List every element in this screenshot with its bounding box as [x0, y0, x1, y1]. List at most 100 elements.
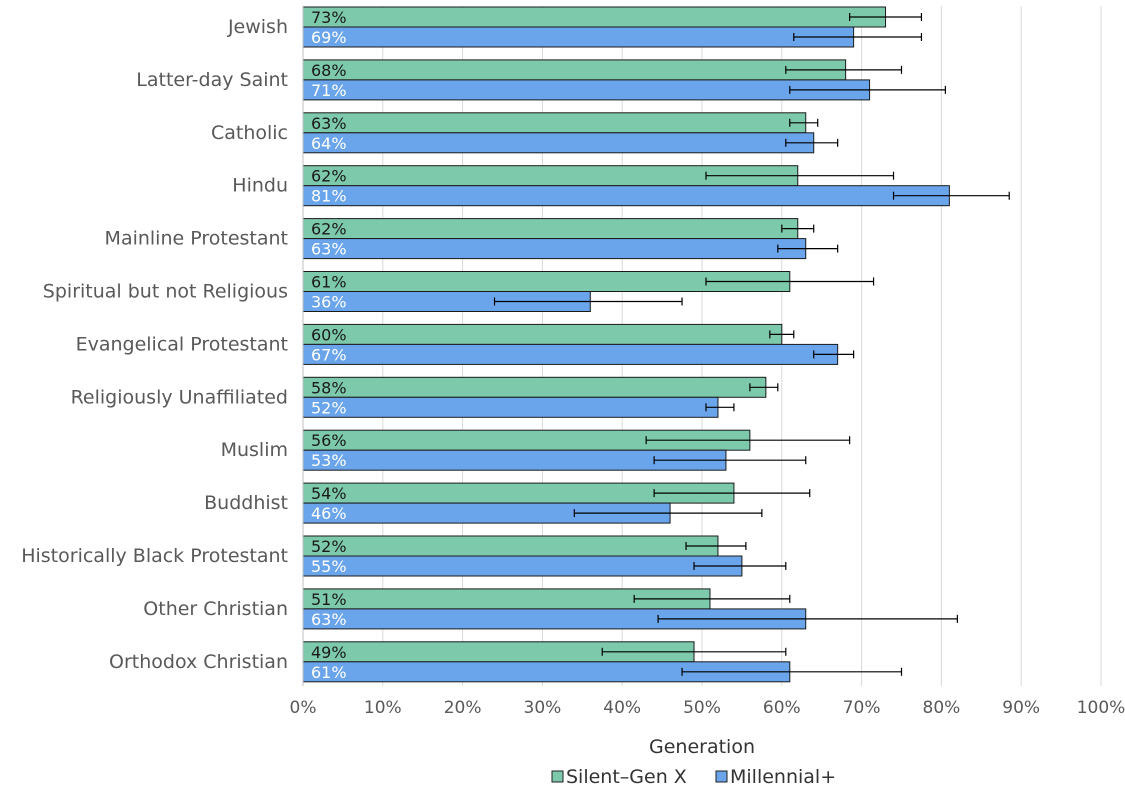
data-label-millennial-evangelical-protestant: 67% [311, 345, 347, 364]
error-bar-silent-gen-x-evangelical-protestant [769, 330, 795, 339]
data-label-millennial-orthodox-christian: 61% [311, 663, 347, 682]
error-bar-millennial-evangelical-protestant [813, 350, 855, 359]
x-tick-label: 60% [763, 698, 801, 718]
legend-title: Generation [649, 736, 755, 758]
error-bar-silent-gen-x-latter-day-saint [785, 65, 903, 74]
x-tick-label: 80% [923, 698, 961, 718]
data-label-millennial-hindu: 81% [311, 187, 347, 206]
data-label-millennial-historically-black-protestant: 55% [311, 557, 347, 576]
x-tick-label: 40% [603, 698, 641, 718]
bar-millennial-historically-black-protestant [302, 555, 743, 577]
data-label-silent-gen-x-buddhist: 54% [311, 484, 347, 503]
bar-silent-gen-x-mainline-protestant [302, 218, 799, 240]
bar-millennial-latter-day-saint [302, 79, 871, 101]
category-label-hindu: Hindu [232, 175, 288, 197]
data-label-millennial-catholic: 64% [311, 134, 347, 153]
data-label-silent-gen-x-jewish: 73% [311, 8, 347, 27]
error-bar-millennial-historically-black-protestant [693, 562, 787, 570]
error-bar-millennial-buddhist [573, 509, 763, 518]
data-label-millennial-religiously-unaffiliated: 52% [311, 398, 347, 417]
x-tick-labels: 0% 10% 20% 30% 40% 50% 60% 70% 80% 90% 100% [290, 698, 1125, 718]
error-bar-millennial-spiritual-but-not-religious [493, 297, 683, 306]
category-label-latter-day-saint: Latter-day Saint [136, 69, 288, 91]
error-bar-silent-gen-x-other-christian [633, 594, 791, 603]
error-bar-silent-gen-x-spiritual-but-not-religious [705, 277, 875, 286]
bar-millennial-evangelical-protestant [302, 343, 839, 365]
category-label-muslim: Muslim [221, 439, 288, 461]
data-label-millennial-jewish: 69% [311, 28, 347, 47]
error-bar-millennial-catholic [785, 138, 839, 147]
bar-millennial-jewish [302, 26, 855, 48]
data-label-silent-gen-x-other-christian: 51% [311, 590, 347, 609]
data-label-silent-gen-x-latter-day-saint: 68% [311, 61, 347, 80]
error-bar-millennial-mainline-protestant [777, 244, 839, 253]
error-bar-silent-gen-x-religiously-unaffiliated [749, 383, 779, 392]
error-bar-silent-gen-x-jewish [849, 13, 923, 21]
data-label-millennial-mainline-protestant: 63% [311, 240, 347, 259]
category-label-spiritual-but-not-religious: Spiritual but not Religious [43, 281, 288, 303]
error-bar-silent-gen-x-orthodox-christian [601, 647, 787, 656]
bar-millennial-religiously-unaffiliated [302, 396, 719, 418]
data-labels: 73%69%68%71%63%64%62%81%62%63%61%36%60%6… [311, 8, 347, 682]
error-bar-silent-gen-x-hindu [705, 171, 895, 180]
x-tick-label: 100% [1077, 698, 1125, 718]
legend: Silent–Gen X Millennial+ [551, 766, 836, 786]
x-tick-label: 0% [290, 698, 317, 718]
bar-silent-gen-x-latter-day-saint [302, 59, 847, 81]
data-label-silent-gen-x-orthodox-christian: 49% [311, 643, 347, 662]
data-label-silent-gen-x-historically-black-protestant: 52% [311, 537, 347, 556]
category-label-catholic: Catholic [211, 122, 288, 144]
data-label-silent-gen-x-hindu: 62% [311, 167, 347, 186]
data-label-silent-gen-x-muslim: 56% [311, 431, 347, 450]
error-bars [493, 13, 1010, 676]
bar-millennial-catholic [302, 132, 815, 154]
x-tick-label: 70% [843, 698, 881, 718]
data-label-millennial-latter-day-saint: 71% [311, 81, 347, 100]
legend-swatch-silent-gen-x [551, 770, 564, 783]
error-bar-millennial-latter-day-saint [789, 85, 946, 94]
bar-silent-gen-x-jewish [302, 6, 887, 28]
legend-label-silent-gen-x: Silent–Gen X [566, 766, 687, 786]
bar-silent-gen-x-historically-black-protestant [302, 535, 719, 557]
bar-millennial-hindu [302, 185, 950, 207]
error-bar-millennial-other-christian [657, 614, 958, 623]
error-bar-silent-gen-x-buddhist [653, 489, 811, 498]
data-label-silent-gen-x-religiously-unaffiliated: 58% [311, 378, 347, 397]
error-bar-silent-gen-x-muslim [645, 436, 851, 445]
category-label-buddhist: Buddhist [204, 492, 288, 514]
legend-label-millennial-plus: Millennial+ [730, 766, 836, 786]
category-label-mainline-protestant: Mainline Protestant [105, 228, 288, 250]
data-label-millennial-buddhist: 46% [311, 504, 347, 523]
error-bar-millennial-religiously-unaffiliated [705, 403, 735, 412]
data-label-silent-gen-x-catholic: 63% [311, 114, 347, 133]
data-label-millennial-spiritual-but-not-religious: 36% [311, 293, 347, 312]
data-label-silent-gen-x-spiritual-but-not-religious: 61% [311, 273, 347, 292]
legend-swatch-millennial-plus [715, 770, 728, 783]
error-bar-silent-gen-x-catholic [789, 118, 819, 127]
bars [302, 6, 950, 683]
bar-silent-gen-x-religiously-unaffiliated [302, 376, 767, 398]
error-bar-millennial-orthodox-christian [681, 667, 903, 676]
data-label-millennial-muslim: 53% [311, 451, 347, 470]
bar-silent-gen-x-evangelical-protestant [302, 323, 783, 345]
data-label-silent-gen-x-evangelical-protestant: 60% [311, 325, 347, 344]
category-label-religiously-unaffiliated: Religiously Unaffiliated [71, 386, 288, 408]
x-tick-label: 10% [364, 698, 402, 718]
category-labels: Jewish Latter-day Saint Catholic Hindu Mainl… [21, 16, 288, 673]
x-tick-label: 90% [1002, 698, 1040, 718]
category-label-other-christian: Other Christian [143, 598, 288, 620]
data-label-millennial-other-christian: 63% [311, 610, 347, 629]
category-label-historically-black-protestant: Historically Black Protestant [21, 545, 288, 567]
error-bar-millennial-jewish [793, 33, 923, 41]
error-bar-millennial-muslim [653, 456, 807, 465]
bar-millennial-mainline-protestant [302, 238, 807, 260]
data-label-silent-gen-x-mainline-protestant: 62% [311, 220, 347, 239]
error-bar-millennial-hindu [892, 191, 1010, 200]
category-label-jewish: Jewish [227, 16, 288, 38]
category-label-evangelical-protestant: Evangelical Protestant [76, 333, 288, 355]
bar-silent-gen-x-catholic [302, 112, 807, 134]
x-tick-label: 20% [444, 698, 482, 718]
x-tick-label: 50% [683, 698, 721, 718]
error-bar-silent-gen-x-mainline-protestant [781, 224, 815, 233]
